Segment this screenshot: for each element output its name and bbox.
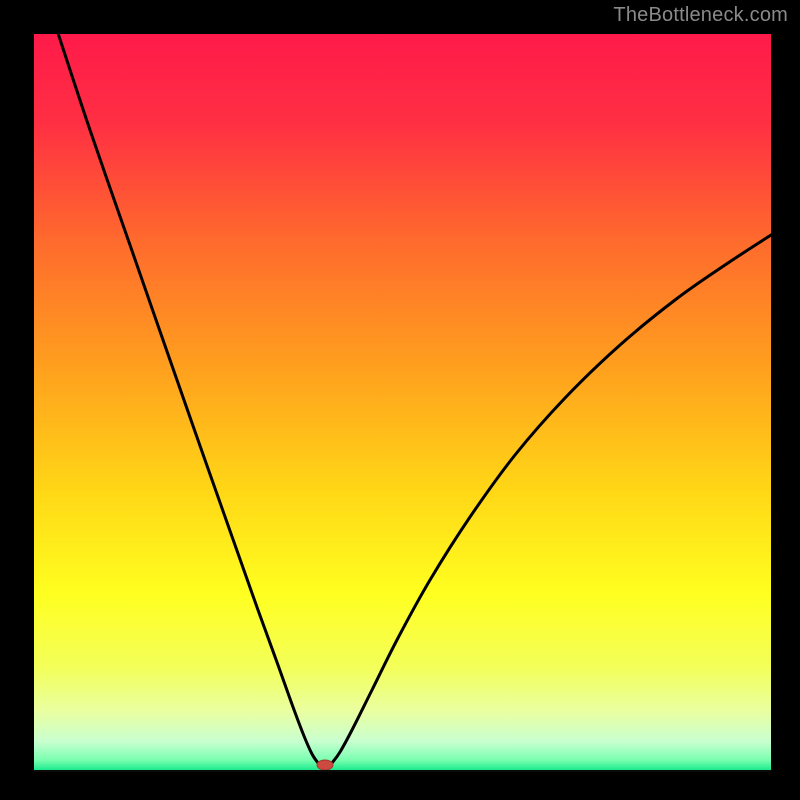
plot-background <box>34 34 771 771</box>
optimal-marker <box>317 760 333 770</box>
chart-svg <box>0 0 800 800</box>
bottleneck-chart <box>0 0 800 800</box>
watermark-text: TheBottleneck.com <box>613 4 788 27</box>
